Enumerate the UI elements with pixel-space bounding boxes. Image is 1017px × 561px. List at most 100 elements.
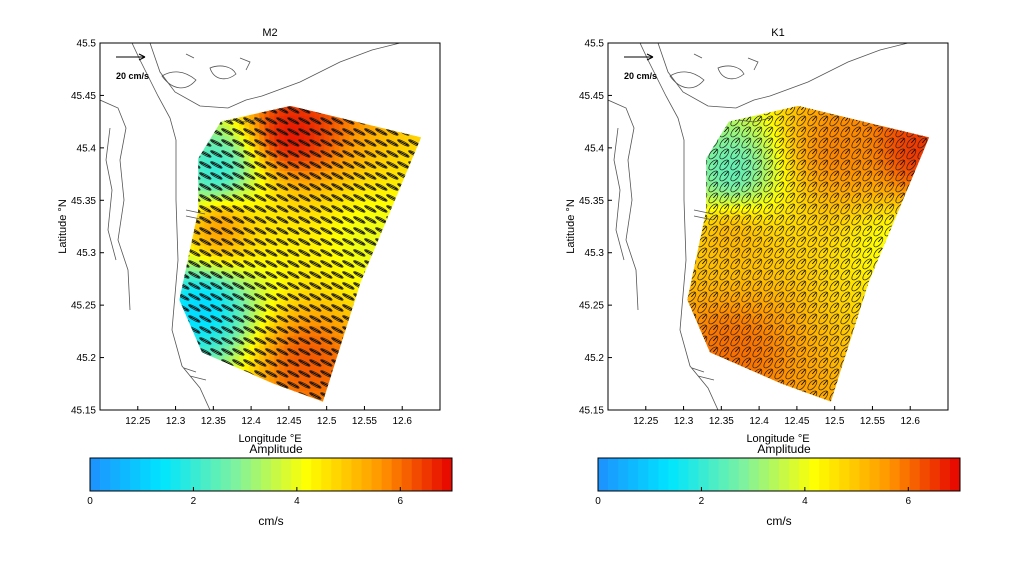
colorbar-band: [130, 458, 140, 491]
y-tick-label: 45.45: [71, 91, 96, 102]
colorbar-band: [90, 458, 100, 491]
x-tick-label: 12.55: [860, 416, 885, 427]
colorbar-band: [221, 458, 231, 491]
x-tick-label: 12.4: [241, 416, 261, 427]
colorbar-band: [779, 458, 789, 491]
x-tick-label: 12.45: [784, 416, 809, 427]
colorbar-band: [150, 458, 160, 491]
colorbar-band: [351, 458, 361, 491]
y-tick-label: 45.4: [77, 143, 97, 154]
colorbar-band: [689, 458, 699, 491]
colorbar-band: [930, 458, 940, 491]
colorbar-band: [191, 458, 201, 491]
colorbar-tick-label: 0: [595, 496, 601, 507]
colorbar-band: [910, 458, 920, 491]
colorbar-band: [100, 458, 110, 491]
colorbar-band: [442, 458, 452, 491]
colorbar-band: [281, 458, 291, 491]
x-tick-label: 12.55: [352, 416, 377, 427]
colorbar-tick-label: 2: [191, 496, 197, 507]
y-tick-label: 45.4: [585, 143, 605, 154]
y-tick-label: 45.45: [579, 91, 604, 102]
y-axis-label: Latitude °N: [565, 199, 577, 254]
colorbar-band: [920, 458, 930, 491]
colorbar-title: Amplitude: [249, 442, 303, 456]
colorbar-band: [739, 458, 749, 491]
colorbar-band: [341, 458, 351, 491]
colorbar-band: [412, 458, 422, 491]
y-tick-label: 45.35: [71, 196, 96, 207]
colorbar-band: [699, 458, 709, 491]
x-tick-label: 12.6: [900, 416, 920, 427]
colorbar-band: [201, 458, 211, 491]
colorbar-band: [749, 458, 759, 491]
colorbar-band: [362, 458, 372, 491]
colorbar-band: [829, 458, 839, 491]
colorbar-tick-label: 0: [87, 496, 93, 507]
x-tick-label: 12.5: [317, 416, 337, 427]
x-tick-label: 12.35: [201, 416, 226, 427]
colorbar-band: [819, 458, 829, 491]
y-tick-label: 45.25: [579, 301, 604, 312]
colorbar-band: [719, 458, 729, 491]
colorbar-band: [598, 458, 608, 491]
colorbar-band: [181, 458, 191, 491]
colorbar-band: [291, 458, 301, 491]
colorbar-band: [251, 458, 261, 491]
colorbar-band: [628, 458, 638, 491]
colorbar-band: [759, 458, 769, 491]
colorbar-band: [890, 458, 900, 491]
colorbar-band: [382, 458, 392, 491]
colorbar-band: [668, 458, 678, 491]
colorbar-band: [789, 458, 799, 491]
colorbar-band: [261, 458, 271, 491]
colorbar-band: [648, 458, 658, 491]
y-tick-label: 45.3: [585, 248, 605, 259]
y-tick-label: 45.5: [77, 39, 97, 50]
colorbar-band: [211, 458, 221, 491]
colorbar-band: [709, 458, 719, 491]
colorbar-unit: cm/s: [258, 514, 283, 528]
colorbar-band: [900, 458, 910, 491]
x-tick-label: 12.25: [633, 416, 658, 427]
reference-vector-label: 20 cm/s: [624, 71, 657, 81]
y-axis-label: Latitude °N: [57, 199, 69, 254]
colorbar-tick-label: 4: [802, 496, 808, 507]
x-tick-label: 12.4: [749, 416, 769, 427]
colorbar-band: [769, 458, 779, 491]
colorbar-band: [658, 458, 668, 491]
colorbar-tick-label: 4: [294, 496, 300, 507]
colorbar-band: [170, 458, 180, 491]
colorbar-band: [608, 458, 618, 491]
y-tick-label: 45.2: [585, 353, 605, 364]
colorbar-band: [950, 458, 960, 491]
colorbar-band: [110, 458, 120, 491]
colorbar-band: [402, 458, 412, 491]
colorbar-band: [432, 458, 442, 491]
x-tick-label: 12.3: [166, 416, 186, 427]
x-tick-label: 12.35: [709, 416, 734, 427]
colorbar-band: [799, 458, 809, 491]
colorbar-band: [678, 458, 688, 491]
colorbar-unit: cm/s: [766, 514, 791, 528]
colorbar-band: [422, 458, 432, 491]
colorbar-band: [859, 458, 869, 491]
chart-title: M2: [262, 27, 277, 39]
y-tick-label: 45.35: [579, 196, 604, 207]
colorbar-band: [729, 458, 739, 491]
colorbar-tick-label: 6: [906, 496, 912, 507]
colorbar-band: [880, 458, 890, 491]
colorbar-band: [870, 458, 880, 491]
colorbar-band: [301, 458, 311, 491]
y-tick-label: 45.5: [585, 39, 605, 50]
colorbar-band: [140, 458, 150, 491]
colorbar-band: [940, 458, 950, 491]
x-tick-label: 12.3: [674, 416, 694, 427]
colorbar-band: [120, 458, 130, 491]
